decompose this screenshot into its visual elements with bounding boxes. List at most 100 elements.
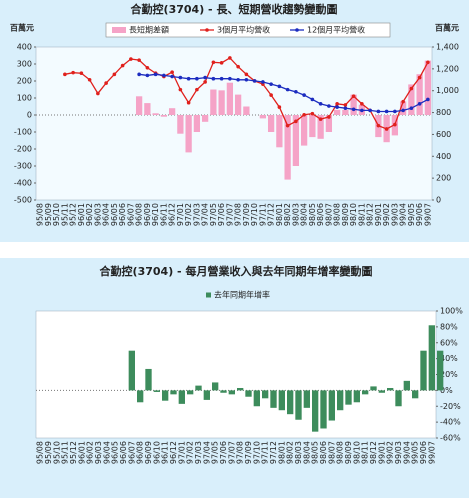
x-tick-label: 95/12 xyxy=(69,441,78,464)
legend-swatch xyxy=(295,28,299,32)
x-tick-label: 98/11 xyxy=(357,203,366,226)
bar xyxy=(424,60,432,115)
line-point xyxy=(343,106,348,110)
y2-tick-label: 100% xyxy=(440,307,463,316)
bar xyxy=(353,390,360,403)
bar xyxy=(395,390,402,407)
line-point xyxy=(335,105,339,109)
line-point xyxy=(401,99,405,104)
line-point xyxy=(426,97,430,102)
x-tick-label: 98/02 xyxy=(286,441,295,464)
y-tick-label: -400 xyxy=(14,179,32,188)
x-tick-label: 97/06 xyxy=(219,441,228,464)
line-point xyxy=(203,75,207,80)
bar xyxy=(420,350,427,391)
line-point xyxy=(417,75,422,80)
bar xyxy=(226,82,234,115)
x-tick-label: 98/07 xyxy=(324,203,333,226)
x-tick-label: 95/10 xyxy=(52,203,61,226)
bar xyxy=(152,113,159,115)
bar xyxy=(220,390,227,393)
line-point xyxy=(327,115,331,119)
bar xyxy=(378,390,385,393)
x-tick-label: 98/12 xyxy=(369,441,378,464)
bar xyxy=(412,390,419,399)
bar xyxy=(177,115,184,134)
bar xyxy=(320,390,327,429)
line-point xyxy=(426,60,430,65)
x-tick-label: 97/04 xyxy=(201,203,210,226)
x-tick-label: 97/09 xyxy=(242,203,251,226)
line-point xyxy=(360,108,364,113)
line-point xyxy=(294,90,298,94)
x-tick-label: 98/09 xyxy=(341,203,350,226)
line-point xyxy=(162,73,166,78)
y-axis-label: 百萬元 xyxy=(10,23,34,33)
x-tick-label: 96/12 xyxy=(168,203,177,226)
line-point xyxy=(277,105,282,109)
bar xyxy=(203,390,210,400)
x-tick-label: 96/03 xyxy=(94,441,103,464)
x-tick-label: 96/09 xyxy=(143,203,152,226)
x-tick-label: 95/11 xyxy=(61,441,70,464)
bar xyxy=(212,382,219,391)
x-tick-label: 98/03 xyxy=(294,441,303,464)
x-tick-label: 96/10 xyxy=(152,441,161,464)
x-tick-label: 95/09 xyxy=(44,441,53,464)
y2-tick-label: 0% xyxy=(440,386,453,395)
x-tick-label: 97/03 xyxy=(194,441,203,464)
bottom-plot xyxy=(35,310,437,439)
line-point xyxy=(409,86,414,91)
line-point xyxy=(178,87,183,92)
line-point xyxy=(145,73,150,78)
line-point xyxy=(393,122,397,127)
x-tick-label: 96/04 xyxy=(102,203,111,226)
line-point xyxy=(269,82,273,86)
y2-tick-label: -40% xyxy=(440,418,461,427)
line-point xyxy=(261,80,265,84)
bar xyxy=(292,115,300,166)
line-point xyxy=(236,77,240,82)
bar xyxy=(234,94,242,115)
y2-tick-label: -60% xyxy=(440,434,461,443)
x-tick-label: 96/11 xyxy=(161,441,170,464)
x-tick-label: 98/05 xyxy=(311,441,320,464)
bar xyxy=(370,386,377,391)
bar xyxy=(267,115,275,132)
bar xyxy=(137,390,144,403)
x-tick-label: 97/05 xyxy=(211,441,220,464)
line-point xyxy=(104,81,108,85)
line-point xyxy=(236,64,240,69)
bar xyxy=(387,387,394,391)
bar xyxy=(201,115,209,122)
y-tick-label: 200 xyxy=(17,77,32,86)
line-point xyxy=(409,106,414,110)
line-point xyxy=(137,58,141,62)
legend-label: 去年同期年增率 xyxy=(214,290,270,300)
bar xyxy=(170,390,177,395)
bar xyxy=(144,103,151,115)
x-tick-label: 96/05 xyxy=(111,441,120,464)
bar xyxy=(270,390,277,408)
bar xyxy=(160,115,168,117)
x-tick-label: 96/05 xyxy=(110,203,119,226)
bar xyxy=(295,390,302,420)
line-point xyxy=(96,91,100,96)
x-tick-label: 97/12 xyxy=(269,441,278,464)
y2-tick-label: 1,200 xyxy=(436,64,459,73)
bar xyxy=(416,74,423,115)
line-point xyxy=(137,72,141,77)
x-tick-label: 98/01 xyxy=(275,203,284,226)
line-point xyxy=(327,104,331,108)
bar xyxy=(278,390,285,411)
x-tick-label: 98/08 xyxy=(333,203,342,226)
line-point xyxy=(228,56,232,60)
x-tick-label: 96/02 xyxy=(85,203,94,226)
x-tick-label: 96/07 xyxy=(127,441,136,464)
x-tick-label: 96/06 xyxy=(119,441,128,464)
x-tick-label: 98/04 xyxy=(302,441,311,464)
line-point xyxy=(211,76,216,81)
bar xyxy=(428,325,435,391)
bar xyxy=(210,89,217,115)
legend-swatch xyxy=(205,28,209,32)
